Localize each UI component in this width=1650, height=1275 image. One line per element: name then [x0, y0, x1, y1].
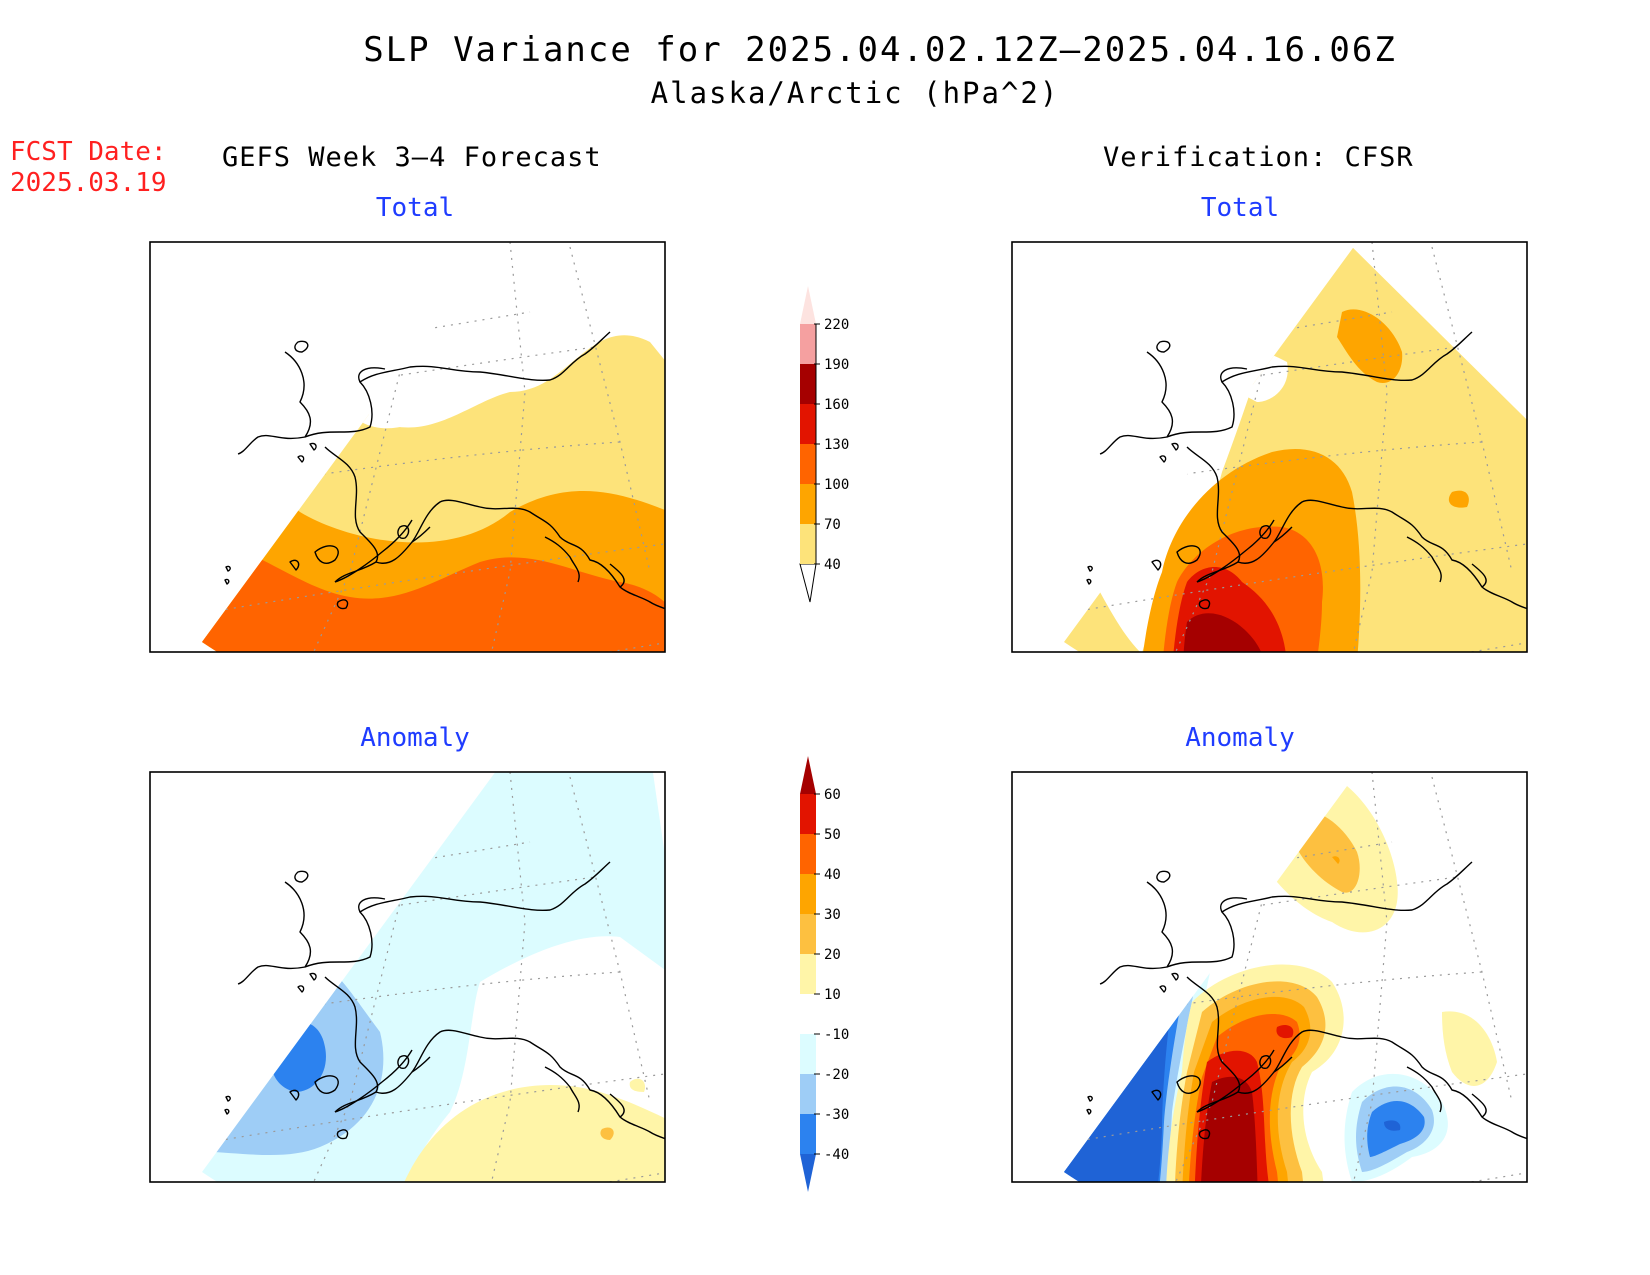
colorbar-total-tick-label: 160: [824, 397, 849, 413]
colorbar-anomaly-segment: [800, 1114, 816, 1154]
colorbar-total-segment: [800, 404, 816, 444]
colorbar-total-segment: [800, 484, 816, 524]
map-verification-total: [1011, 241, 1528, 653]
colorbar-total-segment: [800, 444, 816, 484]
colorbar-total-top-arrow: [800, 286, 816, 324]
colorbar-total-tick-label: 100: [824, 477, 849, 493]
colorbar-total-segment: [800, 364, 816, 404]
map-verification-anomaly: [1011, 771, 1528, 1183]
colorbar-anomaly-tick-label: -10: [824, 1027, 849, 1043]
colorbar-anomaly-segment: [800, 874, 816, 914]
colorbar-total-tick-label: 190: [824, 357, 849, 373]
colorbar-anomaly-segment: [800, 914, 816, 954]
colorbar-total-tick-label: 130: [824, 437, 849, 453]
colorbar-total: 40 70 100 130 160 190 220: [799, 286, 849, 603]
panel-title-verification-total: Total: [1200, 193, 1280, 223]
panel-title-verification-anomaly: Anomaly: [1185, 723, 1295, 753]
column-header-verification: Verification: CFSR: [1103, 142, 1414, 173]
forecast-date-value: 2025.03.19: [10, 168, 167, 198]
colorbar-total-segment: [800, 324, 816, 364]
map-forecast-anomaly: [149, 771, 666, 1183]
colorbar-anomaly-segment: [800, 1074, 816, 1114]
colorbar-anomaly-tick-label: 30: [824, 907, 841, 923]
colorbar-anomaly-tick-label: 40: [824, 867, 841, 883]
colorbar-total-below-arrow: [799, 563, 817, 603]
panel-title-forecast-total: Total: [375, 193, 455, 223]
map-forecast-total: [149, 241, 666, 653]
colorbar-anomaly-tick-label: -20: [824, 1067, 849, 1083]
colorbar-anomaly-segment: [800, 954, 816, 994]
colorbar-total-segment: [800, 524, 816, 564]
colorbar-total-tick-label: 40: [824, 557, 841, 573]
colorbar-total-tick-label: 220: [824, 317, 849, 333]
figure-title: SLP Variance for 2025.04.02.12Z—2025.04.…: [363, 30, 1397, 70]
colorbar-anomaly-tick-label: -40: [824, 1147, 849, 1163]
colorbar-anomaly-tick-label: -30: [824, 1107, 849, 1123]
colorbar-anomaly-top-arrow: [800, 756, 816, 794]
colorbar-anomaly-tick-label: 50: [824, 827, 841, 843]
colorbar-anomaly-segment: [800, 794, 816, 834]
colorbar-anomaly-segment: [800, 834, 816, 874]
colorbar-anomaly: -40 -30 -20 -10 10 20 30 40 50 60: [800, 756, 849, 1192]
colorbar-anomaly-segment: [800, 1034, 816, 1074]
colorbar-anomaly-tick-label: 20: [824, 947, 841, 963]
colorbar-anomaly-below-arrow: [800, 1154, 816, 1192]
colorbar-anomaly-segment: [800, 994, 816, 1034]
column-header-forecast: GEFS Week 3—4 Forecast: [222, 142, 602, 173]
colorbar-anomaly-tick-label: 10: [824, 987, 841, 1003]
forecast-date-label: FCST Date:: [10, 137, 167, 167]
colorbar-total-tick-label: 70: [824, 517, 841, 533]
figure-subtitle: Alaska/Arctic (hPa^2): [650, 76, 1060, 110]
colorbar-anomaly-tick-label: 60: [824, 787, 841, 803]
panel-title-forecast-anomaly: Anomaly: [360, 723, 470, 753]
